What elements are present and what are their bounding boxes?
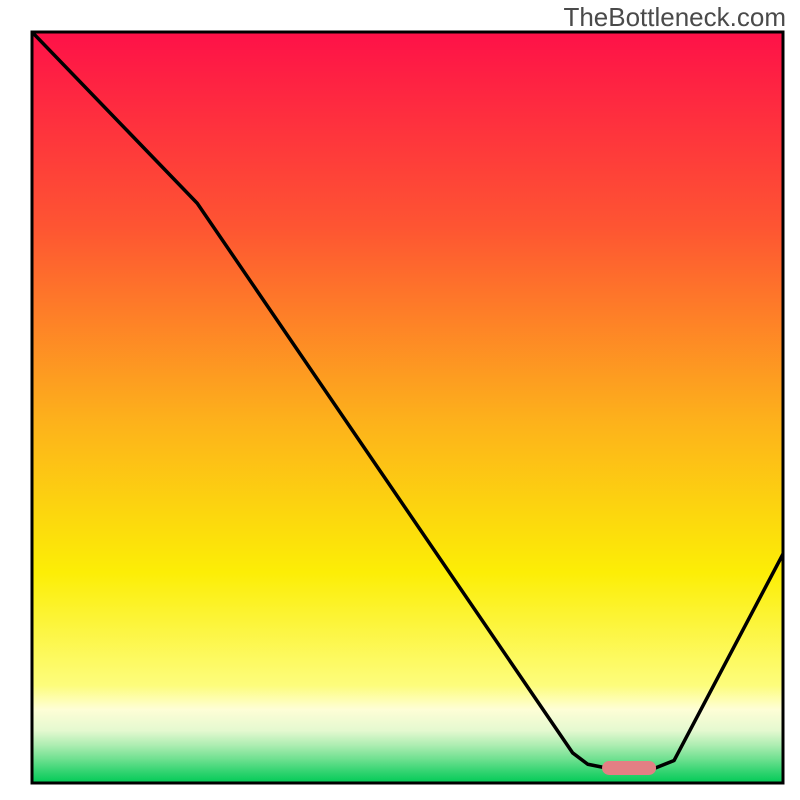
- optimal-marker: [602, 761, 656, 775]
- bottleneck-curve-chart: [0, 0, 800, 800]
- gradient-background: [32, 32, 783, 783]
- watermark-text: TheBottleneck.com: [563, 2, 786, 33]
- chart-container: { "watermark": "TheBottleneck.com", "cha…: [0, 0, 800, 800]
